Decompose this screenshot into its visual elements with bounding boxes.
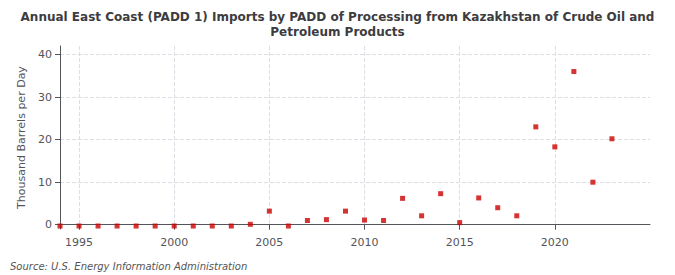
svg-text:2010: 2010 xyxy=(351,236,379,249)
svg-text:0: 0 xyxy=(45,218,52,231)
svg-text:Annual East Coast (PADD 1) Imp: Annual East Coast (PADD 1) Imports by PA… xyxy=(21,10,655,24)
svg-text:30: 30 xyxy=(38,91,52,104)
svg-text:2000: 2000 xyxy=(160,236,188,249)
svg-text:2020: 2020 xyxy=(541,236,569,249)
svg-text:10: 10 xyxy=(38,176,52,189)
svg-text:1995: 1995 xyxy=(65,236,93,249)
svg-text:Thousand Barrels per Day: Thousand Barrels per Day xyxy=(15,66,28,210)
svg-text:Petroleum Products: Petroleum Products xyxy=(270,25,404,39)
svg-text:Source: U.S. Energy Informatio: Source: U.S. Energy Information Administ… xyxy=(10,261,247,272)
svg-text:20: 20 xyxy=(38,133,52,146)
svg-text:40: 40 xyxy=(38,48,52,61)
svg-text:2005: 2005 xyxy=(255,236,283,249)
svg-text:2015: 2015 xyxy=(446,236,474,249)
